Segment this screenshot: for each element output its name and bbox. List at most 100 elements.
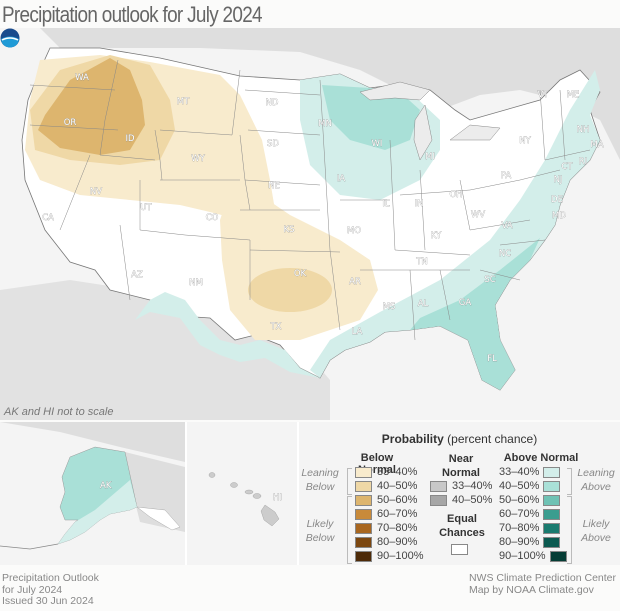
above-normal-row: 80–90% bbox=[499, 536, 561, 548]
state-label-mt: MT bbox=[177, 97, 190, 107]
state-label-nm: NM bbox=[189, 278, 203, 288]
above-40-50-minnesota-wisconsin bbox=[322, 85, 420, 150]
state-label-sd: SD bbox=[267, 139, 279, 149]
likely-below-bracket bbox=[347, 496, 352, 564]
above-normal-swatch bbox=[549, 550, 567, 562]
below-normal-row: 33–40% bbox=[355, 466, 417, 478]
below-normal-row: 70–80% bbox=[355, 522, 417, 534]
above-normal-range-label: 70–80% bbox=[499, 522, 540, 534]
state-label-la: LA bbox=[352, 327, 363, 337]
below-normal-swatch bbox=[355, 466, 372, 478]
below-normal-range-label: 80–90% bbox=[377, 536, 418, 548]
above-normal-range-label: 80–90% bbox=[499, 536, 540, 548]
legend-title-rest: (percent chance) bbox=[443, 432, 538, 446]
below-normal-row: 60–70% bbox=[355, 508, 417, 520]
leaning-below-label: Leaning Below bbox=[301, 467, 339, 493]
state-label-tn: TN bbox=[415, 257, 428, 267]
leaning-below-bracket bbox=[347, 468, 352, 495]
alaska-map: AK bbox=[0, 422, 185, 565]
footer-source: NWS Climate Prediction Center bbox=[468, 572, 616, 584]
state-label-de: DE bbox=[551, 195, 563, 205]
state-label-ms: MS bbox=[383, 302, 396, 312]
state-labels: WA OR ID MT WY NV CA UT CO AZ NM ND SD NE KS OK TX MN IA MO… bbox=[42, 73, 604, 365]
near-normal-range-label: 33–40% bbox=[452, 480, 493, 492]
state-label-wi: WI bbox=[372, 139, 383, 149]
state-label-nv: NV bbox=[90, 187, 102, 197]
leaning-above-label: Leaning Above bbox=[577, 467, 615, 493]
state-label-mi: MI bbox=[425, 152, 435, 162]
below-normal-range-label: 90–100% bbox=[377, 550, 424, 562]
state-label-ri: RI bbox=[579, 157, 587, 167]
state-label-ny: NY bbox=[519, 136, 531, 146]
below-normal-swatch bbox=[355, 494, 372, 506]
legend-title: Probability (percent chance) bbox=[299, 432, 620, 446]
footer-issued: Issued 30 Jun 2024 bbox=[2, 595, 94, 607]
conus-map-graphic: WA OR ID MT WY NV CA UT CO AZ NM ND SD NE KS OK TX MN IA MO… bbox=[0, 28, 620, 420]
state-label-in: IN bbox=[415, 199, 424, 209]
alaska-label: AK bbox=[100, 481, 112, 491]
mexico-land bbox=[0, 280, 330, 420]
footer-right: NWS Climate Prediction Center Map by NOA… bbox=[468, 572, 616, 596]
state-label-ma: MA bbox=[590, 140, 603, 150]
state-label-wa: WA bbox=[75, 73, 89, 83]
above-normal-range-label: 90–100% bbox=[499, 550, 546, 562]
near-normal-row: 40–50% bbox=[430, 494, 492, 506]
state-label-sc: SC bbox=[484, 275, 495, 285]
below-normal-row: 80–90% bbox=[355, 536, 417, 548]
below-normal-swatch bbox=[355, 536, 372, 548]
state-label-ca: CA bbox=[42, 213, 54, 223]
above-normal-row: 90–100% bbox=[499, 550, 567, 562]
above-normal-row: 40–50% bbox=[499, 480, 561, 492]
above-normal-swatch bbox=[543, 522, 561, 534]
state-label-wv: WV bbox=[471, 210, 485, 220]
hawaii-label: HI bbox=[273, 493, 282, 503]
state-label-ks: KS bbox=[284, 225, 295, 235]
footer-left: Precipitation Outlook for July 2024 Issu… bbox=[2, 572, 99, 608]
hawaii-map: HI bbox=[208, 472, 282, 527]
above-normal-heading: Above Normal bbox=[503, 452, 579, 464]
near-normal-heading: Near Normal bbox=[442, 453, 480, 479]
above-normal-range-label: 33–40% bbox=[499, 466, 540, 478]
leaning-above-bracket bbox=[567, 468, 572, 495]
state-label-tx: TX bbox=[269, 322, 281, 332]
footer-period: for July 2024 bbox=[2, 583, 63, 596]
great-lakes bbox=[359, 81, 501, 161]
state-label-nh: NH bbox=[577, 125, 590, 135]
state-label-mo: MO bbox=[347, 226, 361, 236]
below-normal-swatch bbox=[355, 480, 372, 492]
state-label-id: ID bbox=[125, 134, 135, 144]
state-label-fl: FL bbox=[487, 354, 497, 364]
state-label-pa: PA bbox=[501, 171, 512, 181]
state-label-nc: NC bbox=[499, 249, 511, 259]
hawaii-inset: HI bbox=[187, 422, 299, 565]
conus-map: WA OR ID MT WY NV CA UT CO AZ NM ND SD NE KS OK TX MN IA MO… bbox=[0, 28, 620, 420]
state-label-al: AL bbox=[418, 299, 429, 309]
likely-below-label: Likely Below bbox=[305, 518, 335, 544]
above-normal-row: 50–60% bbox=[499, 494, 561, 506]
below-normal-swatch bbox=[355, 508, 372, 520]
above-normal-range-label: 40–50% bbox=[499, 480, 540, 492]
below-normal-row: 40–50% bbox=[355, 480, 417, 492]
below-normal-range-label: 50–60% bbox=[377, 494, 418, 506]
near-normal-swatch bbox=[430, 480, 447, 492]
state-label-va: VA bbox=[501, 221, 512, 231]
above-normal-row: 33–40% bbox=[499, 466, 561, 478]
state-label-oh: OH bbox=[449, 190, 462, 200]
above-normal-swatch bbox=[543, 508, 561, 520]
state-label-nj: NJ bbox=[554, 175, 563, 185]
bottom-row: AK HI Probability (percent chance) Below… bbox=[0, 422, 620, 565]
state-label-co: CO bbox=[206, 213, 219, 223]
below-40-50-oklahoma bbox=[248, 268, 332, 312]
below-50-60-northwest bbox=[38, 58, 145, 155]
state-label-me: ME bbox=[567, 90, 580, 100]
footer-credit: Map by NOAA Climate.gov bbox=[468, 583, 594, 596]
above-normal-row: 70–80% bbox=[499, 522, 561, 534]
state-label-ia: IA bbox=[337, 174, 346, 184]
equal-chances-label: Equal Chances bbox=[439, 513, 485, 539]
below-normal-range-label: 60–70% bbox=[377, 508, 418, 520]
state-label-ut: UT bbox=[140, 203, 152, 213]
state-borders bbox=[29, 59, 591, 341]
state-label-ok: OK bbox=[294, 269, 307, 279]
above-normal-swatch bbox=[543, 466, 561, 478]
state-label-az: AZ bbox=[131, 270, 143, 280]
